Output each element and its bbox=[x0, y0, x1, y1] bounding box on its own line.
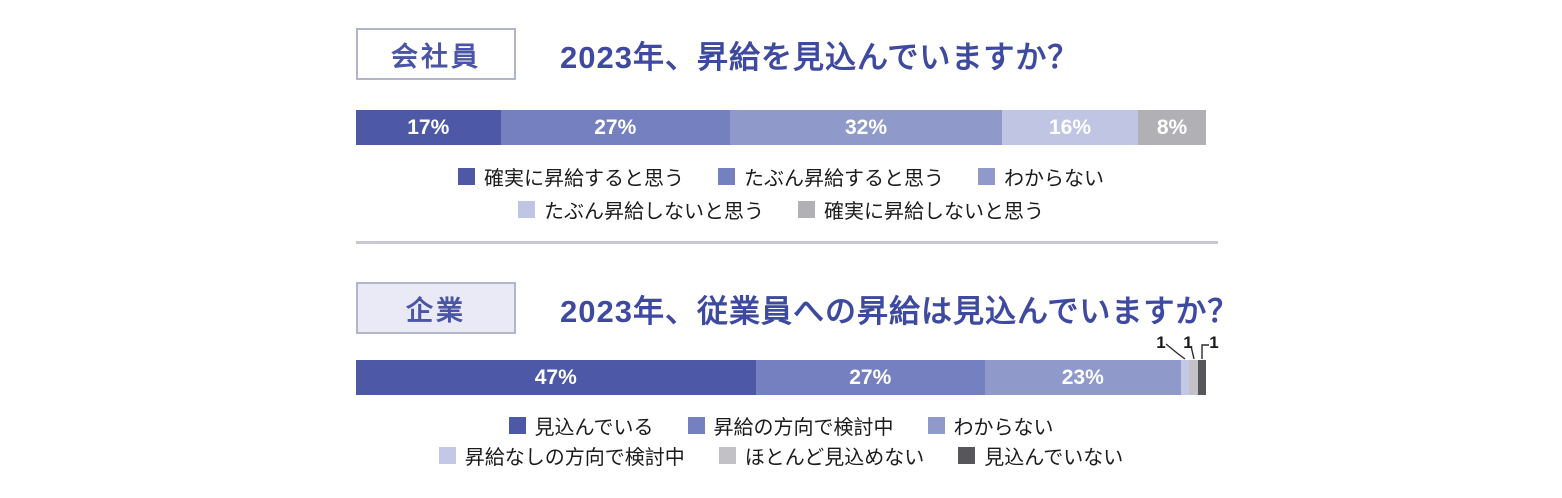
legend-swatch bbox=[978, 167, 995, 185]
stacked-bar: 47% 27% 23% bbox=[356, 360, 1206, 395]
legend-item: 見込んでいない bbox=[958, 441, 1123, 470]
legend-item: たぶん昇給すると思う bbox=[718, 162, 944, 191]
legend-label: 確実に昇給しないと思う bbox=[824, 200, 1044, 223]
legend-swatch bbox=[927, 416, 945, 434]
legend-item: 昇給の方向で検討中 bbox=[687, 411, 894, 440]
legend-item: 昇給なしの方向で検討中 bbox=[438, 441, 685, 470]
bar-segment: 32% bbox=[730, 110, 1002, 145]
legend-label: 昇給なしの方向で検討中 bbox=[464, 446, 685, 469]
chart-tag-badge: 会社員 bbox=[356, 28, 516, 80]
legend-swatch bbox=[458, 167, 475, 185]
chart-title: 2023年、従業員への昇給は見込んでいますか？ bbox=[560, 293, 1240, 329]
legend-label: わからない bbox=[1004, 167, 1104, 190]
legend-row: たぶん昇給しないと思う 確実に昇給しないと思う bbox=[356, 195, 1206, 224]
bar-segment bbox=[1180, 360, 1189, 395]
legend-item: たぶん昇給しないと思う bbox=[518, 195, 764, 224]
legend-item: 確実に昇給すると思う bbox=[458, 162, 684, 191]
bar-segment: 17% bbox=[356, 110, 501, 145]
callout-label: 1 bbox=[1183, 333, 1192, 352]
legend-label: 確実に昇給すると思う bbox=[484, 167, 684, 190]
callout-label: 1 bbox=[1209, 333, 1218, 352]
callout-leader-line bbox=[1190, 345, 1195, 360]
bar-segment bbox=[1189, 360, 1198, 395]
legend-swatch bbox=[508, 416, 526, 434]
legend-item: 見込んでいる bbox=[508, 411, 654, 440]
bar-segment: 16% bbox=[1002, 110, 1138, 145]
legend-swatch bbox=[718, 167, 735, 185]
legend-swatch bbox=[687, 416, 705, 434]
legend-row: 昇給なしの方向で検討中 ほとんど見込めない 見込んでいない bbox=[356, 441, 1206, 470]
legend-label: ほとんど見込めない bbox=[744, 446, 925, 469]
chart-header: 企業 2023年、従業員への昇給は見込んでいますか？ bbox=[356, 282, 1238, 334]
legend-label: 見込んでいる bbox=[534, 416, 654, 439]
chart-company-employees: 会社員 2023年、昇給を見込んでいますか？ 17% 27% 32% 16% 8% 確実… bbox=[356, 28, 1206, 224]
legend-label: 昇給の方向で検討中 bbox=[713, 416, 894, 439]
chart-tag-badge: 企業 bbox=[356, 282, 516, 334]
stacked-bar: 17% 27% 32% 16% 8% bbox=[356, 110, 1206, 145]
legend: 確実に昇給すると思う たぶん昇給すると思う わからないたぶん昇給しないと思う 確実に昇… bbox=[356, 162, 1206, 224]
small-segment-callouts: 1 1 1 bbox=[1156, 333, 1219, 360]
legend-row: 確実に昇給すると思う たぶん昇給すると思う わからない bbox=[356, 162, 1206, 191]
legend-swatch bbox=[798, 200, 815, 218]
legend-label: 見込んでいない bbox=[984, 446, 1124, 469]
bar-segment bbox=[1197, 360, 1206, 395]
legend: 見込んでいる 昇給の方向で検討中 わからない昇給なしの方向で検討中 ほとんど見込めない… bbox=[356, 411, 1206, 470]
legend-item: ほとんど見込めない bbox=[718, 441, 925, 470]
legend-swatch bbox=[518, 200, 535, 218]
legend-label: たぶん昇給しないと思う bbox=[544, 200, 764, 223]
callout-leader-line bbox=[1201, 344, 1209, 359]
legend-swatch bbox=[718, 446, 736, 464]
bar-segment: 23% bbox=[985, 360, 1181, 395]
bar-segment: 8% bbox=[1138, 110, 1206, 145]
chart-header: 会社員 2023年、昇給を見込んでいますか？ bbox=[356, 28, 1206, 80]
chart-companies: 企業 2023年、従業員への昇給は見込んでいますか？ 1 1 1 47% 27% 2… bbox=[356, 282, 1238, 470]
section-divider bbox=[356, 241, 1218, 244]
legend-item: わからない bbox=[978, 162, 1104, 191]
callout-leader-line bbox=[1165, 343, 1186, 360]
callout-label: 1 bbox=[1156, 333, 1165, 352]
bar-segment: 27% bbox=[500, 110, 730, 145]
legend-swatch bbox=[958, 446, 976, 464]
bar-segment: 27% bbox=[755, 360, 985, 395]
legend-item: わからない bbox=[927, 411, 1054, 440]
legend-label: たぶん昇給すると思う bbox=[744, 167, 944, 190]
legend-label: わからない bbox=[953, 416, 1054, 439]
legend-row: 見込んでいる 昇給の方向で検討中 わからない bbox=[356, 411, 1206, 440]
legend-item: 確実に昇給しないと思う bbox=[798, 195, 1044, 224]
chart-title: 2023年、昇給を見込んでいますか？ bbox=[560, 39, 1080, 75]
bar-segment: 47% bbox=[356, 360, 756, 395]
legend-swatch bbox=[438, 446, 456, 464]
